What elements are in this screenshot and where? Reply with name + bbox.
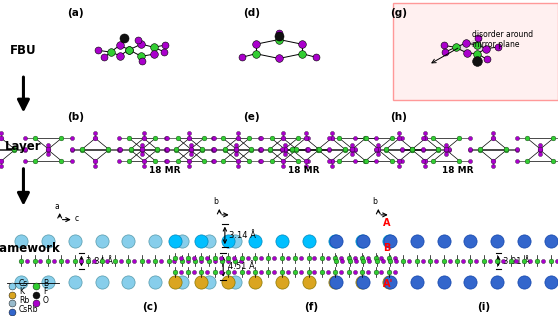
- Text: A': A': [383, 279, 393, 289]
- Text: CsRb: CsRb: [19, 305, 39, 314]
- Text: (c): (c): [142, 302, 158, 312]
- Text: K: K: [19, 288, 24, 296]
- Text: c: c: [74, 214, 79, 223]
- Text: b: b: [214, 198, 218, 206]
- Text: 3.14 Å: 3.14 Å: [229, 231, 256, 240]
- Text: 18 MR: 18 MR: [149, 166, 180, 175]
- Text: (f): (f): [304, 302, 318, 312]
- Text: 18 MR: 18 MR: [442, 166, 473, 175]
- Text: FBU: FBU: [10, 44, 37, 57]
- Text: (b): (b): [67, 112, 84, 122]
- Text: 3.84 Å: 3.84 Å: [86, 257, 113, 265]
- Text: B: B: [383, 243, 390, 253]
- Text: Layer: Layer: [5, 140, 42, 154]
- Text: Rb: Rb: [19, 296, 29, 305]
- Text: (e): (e): [243, 112, 259, 122]
- Text: 18 MR: 18 MR: [288, 166, 320, 175]
- Text: (h): (h): [391, 112, 407, 122]
- Text: Framework: Framework: [0, 241, 60, 255]
- Text: F: F: [43, 288, 47, 296]
- Text: 4.51 Å: 4.51 Å: [228, 262, 254, 271]
- Text: (g): (g): [391, 8, 407, 18]
- Text: disorder around
mirror plane: disorder around mirror plane: [472, 30, 533, 49]
- Text: (d): (d): [243, 8, 259, 18]
- Text: (i): (i): [477, 302, 490, 312]
- Bar: [393, 3, 558, 100]
- Text: Cs: Cs: [19, 279, 28, 288]
- Text: (a): (a): [67, 8, 84, 18]
- Text: b: b: [373, 198, 377, 206]
- Text: O: O: [43, 296, 49, 305]
- Text: a: a: [55, 202, 59, 210]
- Text: 3.91 Å: 3.91 Å: [503, 257, 530, 265]
- Text: B: B: [43, 279, 48, 288]
- Text: A: A: [383, 218, 390, 228]
